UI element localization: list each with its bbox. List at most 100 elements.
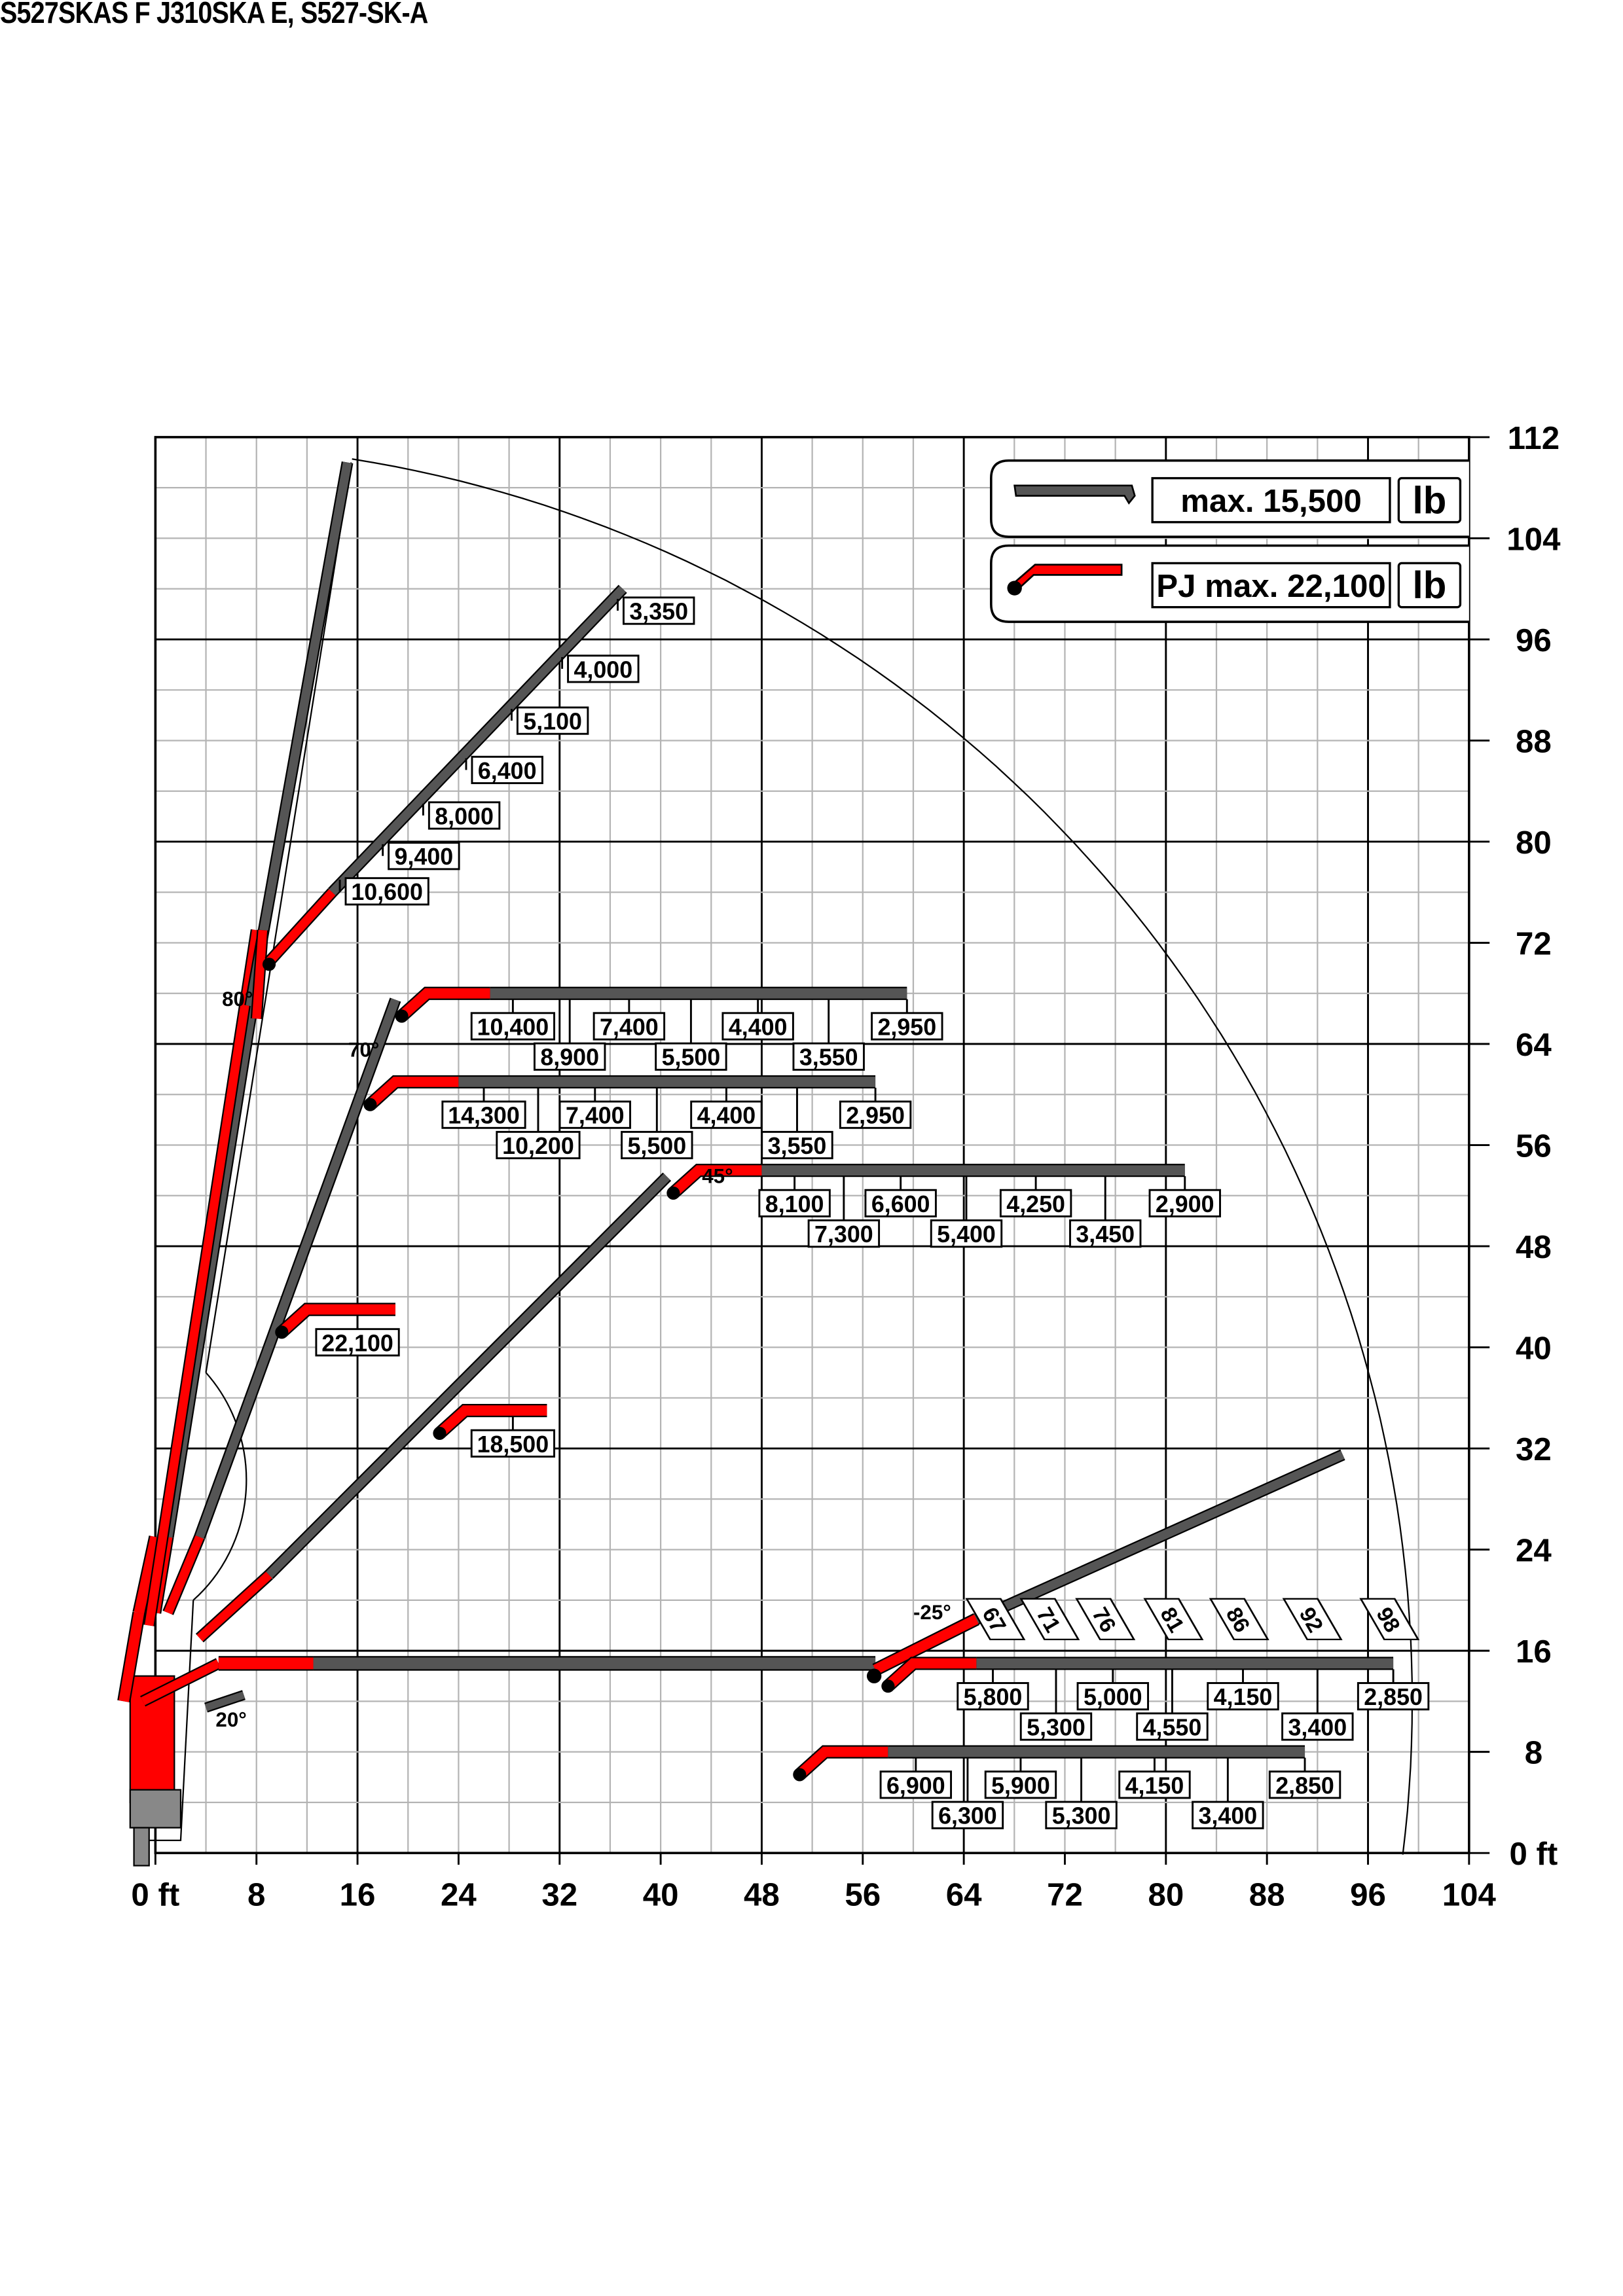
load-label-box (558, 1100, 631, 1129)
load-label: 6,900 (879, 1770, 953, 1799)
load-label-box (1357, 1682, 1430, 1711)
load-label-text: 5,800 (964, 1684, 1023, 1710)
jib-red-section (278, 1304, 395, 1336)
load-labels: 10,600 9,400 8,000 6,400 5,100 4,000 3,350 10,4… (215, 584, 1430, 1829)
load-label: 10,400 (470, 1012, 555, 1041)
x-tick-label: 8 (247, 1877, 265, 1913)
load-label-box (1076, 1682, 1149, 1711)
x-tick-label: 48 (744, 1877, 780, 1913)
y-tick-label: 0 ft (1509, 1836, 1558, 1872)
load-label: 5,500 (621, 1130, 693, 1160)
jib-pivot (395, 1009, 409, 1023)
boom-angle-label: 80° (222, 988, 253, 1011)
load-label-box (839, 1100, 912, 1129)
load-label-box (761, 1130, 833, 1160)
boom-angle-label: 45° (702, 1164, 733, 1187)
booms (117, 461, 1345, 1867)
load-label: 7,400 (558, 1100, 631, 1129)
load-label-text: 2,850 (1364, 1684, 1423, 1710)
load-label-box (1268, 1770, 1341, 1799)
load-label: 6,300 (931, 1801, 1004, 1829)
load-label-box (621, 1130, 693, 1160)
jib-red-section (266, 889, 336, 965)
load-label-box (871, 1012, 943, 1041)
load-label-box (758, 1189, 831, 1217)
load-label-box (470, 1012, 555, 1041)
boom-20-knuckle (204, 1691, 246, 1712)
y-tick-label: 40 (1516, 1330, 1552, 1366)
load-label: 22,100 (315, 1328, 400, 1357)
jib-pivot (881, 1679, 895, 1693)
load-label-box (1069, 1219, 1142, 1248)
load-label-text: 3,550 (799, 1045, 858, 1071)
load-label: 7,400 (593, 1012, 666, 1041)
legend-value-box (1151, 562, 1391, 609)
load-label-box (441, 1100, 526, 1129)
load-label-text: 14,300 (448, 1103, 520, 1129)
reach-marker-diamond (1143, 1598, 1204, 1641)
reach-marker-diamond (1282, 1598, 1343, 1641)
boom-80-base (119, 1611, 145, 1702)
load-label-box (1148, 1189, 1221, 1217)
load-label-box (516, 706, 589, 735)
load-label-text: 8,000 (435, 803, 494, 829)
jib-minus25 (974, 1450, 1345, 1623)
load-label: 14,300 (441, 1100, 526, 1129)
load-label-box (533, 1042, 606, 1071)
load-label: 8,100 (758, 1189, 831, 1217)
x-tick-label: 0 ft (131, 1877, 179, 1913)
load-label-text: 22,100 (321, 1330, 393, 1356)
load-label-box (879, 1770, 953, 1799)
load-label: 4,400 (721, 1012, 794, 1041)
y-tick-label: 88 (1516, 723, 1552, 759)
load-label: 5,300 (1019, 1712, 1093, 1741)
load-label: 3,450 (1069, 1219, 1142, 1248)
chart-title: S527SKAS F J310SKA E, S527-SK-A (0, 0, 428, 29)
load-label: 2,850 (1357, 1682, 1430, 1711)
load-label-text: 7,300 (814, 1221, 873, 1247)
load-label-text: 4,250 (1006, 1191, 1065, 1217)
load-label: 5,500 (655, 1042, 727, 1071)
load-label: 5,000 (1076, 1682, 1149, 1711)
load-label-text: 8,100 (765, 1191, 824, 1217)
load-label-text: 5,300 (1027, 1714, 1085, 1740)
load-label-box (792, 1042, 865, 1071)
y-tick-label: 112 (1508, 420, 1559, 456)
load-label-box (1136, 1712, 1209, 1741)
legend-value-box (1151, 476, 1391, 524)
envelope-line (205, 462, 352, 1373)
x-tick-label: 64 (946, 1877, 982, 1913)
jib-red-section (884, 1658, 977, 1691)
load-label-text: 5,500 (662, 1045, 721, 1071)
outer-envelope-arc (352, 458, 1413, 1855)
load-label-text: 7,400 (600, 1014, 659, 1040)
load-label-box (721, 1012, 794, 1041)
load-label-text: 10,400 (477, 1014, 549, 1040)
load-label-text: 3,400 (1288, 1714, 1347, 1740)
load-label-box (470, 1429, 555, 1458)
jib-pivot (363, 1098, 377, 1111)
y-tick-label: 72 (1516, 925, 1552, 961)
x-tick-label: 88 (1249, 1877, 1285, 1913)
boom-70 (195, 998, 400, 1539)
load-label-text: 2,850 (1275, 1772, 1334, 1799)
jib-pivot (275, 1325, 289, 1339)
y-tick-label: 32 (1516, 1431, 1552, 1467)
load-label-box (593, 1012, 666, 1041)
x-tick-label: 40 (643, 1877, 679, 1913)
load-label-text: 4,400 (729, 1014, 788, 1040)
load-label-text: 3,450 (1076, 1221, 1135, 1247)
load-curve-45-jib: 8,100 7,300 6,600 5,400 4,250 3,450 2,900 (666, 1164, 1221, 1248)
load-label-text: 10,600 (351, 879, 423, 905)
jib-pivot (262, 958, 276, 971)
crane-foot (133, 1827, 150, 1867)
load-label-text: 4,150 (1214, 1684, 1273, 1710)
boom-80-tall-red (145, 929, 261, 1626)
legend-unit: lb (1413, 564, 1447, 607)
load-label-box (315, 1328, 400, 1357)
jib-pivot (793, 1768, 807, 1782)
load-label-text: 2,950 (877, 1014, 936, 1040)
load-label-text: 7,400 (566, 1103, 625, 1129)
